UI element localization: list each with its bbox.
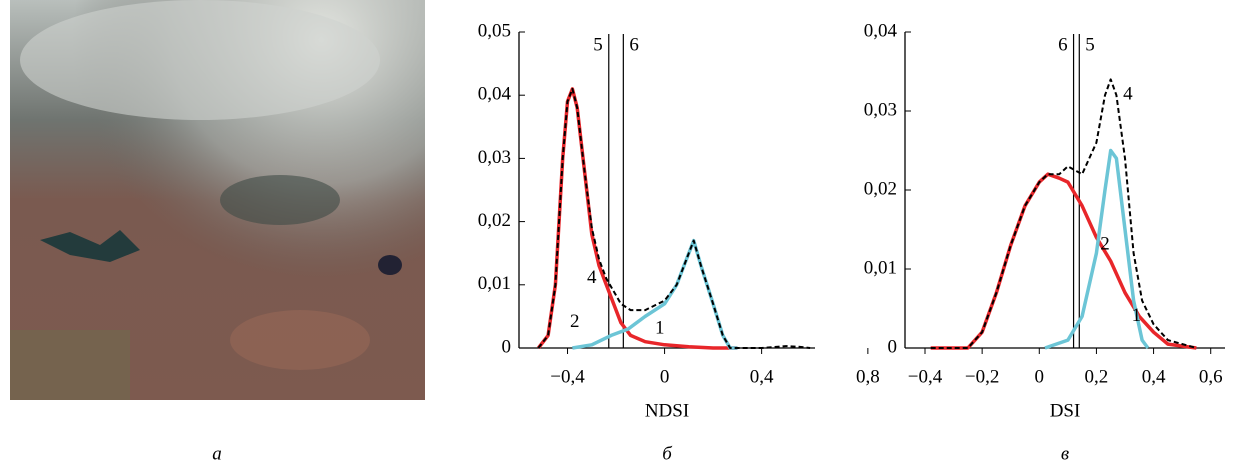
threshold-label: 5 [1085, 34, 1095, 55]
x-tick-label: 0 [1035, 366, 1045, 387]
x-tick-label: −0,4 [550, 366, 585, 387]
x-tick-label: 0,8 [856, 366, 880, 387]
y-tick-label: 0,03 [478, 147, 511, 168]
curve-label: 2 [1100, 234, 1110, 255]
panel-label: в [1061, 443, 1069, 464]
curve-label: 4 [1123, 84, 1133, 105]
y-tick-label: 0,04 [478, 84, 512, 105]
curve-label: 1 [1132, 305, 1142, 326]
x-axis-label: DSI [1050, 400, 1081, 421]
y-tick-label: 0,02 [478, 210, 511, 231]
x-tick-label: 0,4 [1142, 366, 1166, 387]
y-tick-label: 0 [888, 336, 898, 357]
satellite-image [10, 0, 425, 400]
x-tick-label: −0,4 [908, 366, 943, 387]
series-line [1044, 148, 1150, 350]
threshold-label: 6 [629, 34, 639, 55]
series-line [930, 172, 1197, 350]
y-tick-label: 0 [502, 336, 512, 357]
x-tick-label: 0 [660, 366, 670, 387]
curve-label: 1 [655, 317, 665, 338]
y-tick-label: 0,02 [864, 178, 897, 199]
curve-label: 4 [587, 267, 597, 288]
x-tick-label: 0,2 [1085, 366, 1109, 387]
y-tick-label: 0,01 [864, 257, 897, 278]
x-axis-label: NDSI [645, 400, 689, 421]
series-line [930, 78, 1197, 349]
y-tick-label: 0,01 [478, 273, 511, 294]
panel-label: а [212, 443, 222, 464]
y-tick-label: 0,04 [864, 20, 898, 41]
threshold-label: 6 [1058, 34, 1068, 55]
panel-label: б [662, 443, 673, 464]
threshold-label: 5 [593, 34, 603, 55]
y-tick-label: 0,05 [478, 20, 511, 41]
y-tick-label: 0,03 [864, 99, 897, 120]
x-tick-label: 0,4 [750, 366, 774, 387]
x-tick-label: 0,6 [1199, 366, 1223, 387]
series-line [537, 87, 811, 349]
x-tick-label: −0,2 [965, 366, 999, 387]
curve-label: 2 [570, 311, 580, 332]
